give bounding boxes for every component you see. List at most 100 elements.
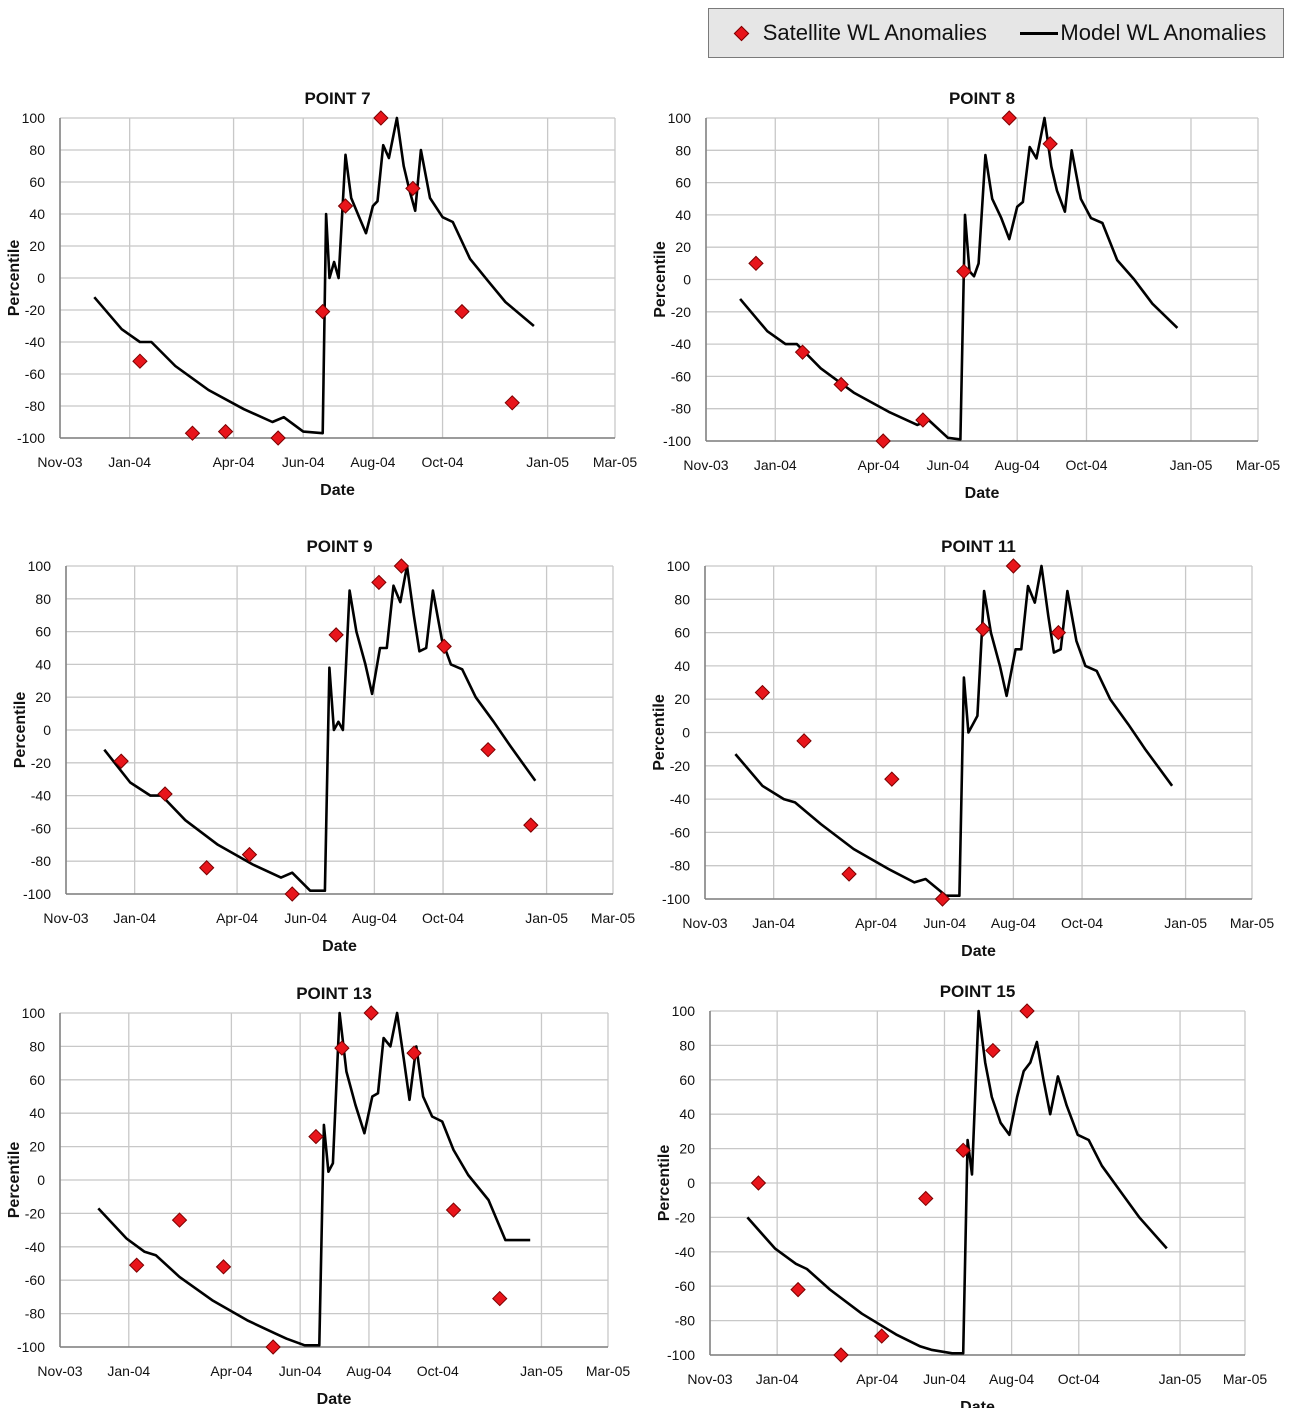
chart-title: POINT 13 [296, 984, 372, 1003]
y-axis-title: Percentile [651, 694, 668, 771]
y-tick-label: 80 [29, 1038, 45, 1054]
y-tick-label: -80 [31, 853, 51, 869]
model-line [97, 1011, 531, 1347]
x-tick-label: Jan-04 [107, 1363, 150, 1379]
x-tick-label: Nov-03 [687, 1371, 732, 1387]
y-tick-label: -60 [25, 366, 45, 382]
x-tick-label: Jan-04 [754, 457, 797, 473]
x-tick-label: Nov-03 [683, 457, 728, 473]
x-tick-label: Mar-05 [1223, 1371, 1268, 1387]
y-tick-label: 80 [679, 1037, 695, 1053]
satellite-point [406, 1045, 422, 1061]
satellite-point [796, 733, 812, 749]
y-axis-title: Percentile [6, 1142, 23, 1219]
y-tick-label: 100 [668, 110, 692, 126]
x-tick-label: Jun-04 [927, 457, 970, 473]
y-tick-label: -60 [25, 1272, 45, 1288]
satellite-point [373, 110, 389, 126]
y-tick-label: -40 [31, 788, 51, 804]
y-tick-label: -100 [667, 1347, 695, 1363]
x-tick-label: Oct-04 [422, 454, 464, 470]
y-tick-label: 20 [674, 691, 690, 707]
y-tick-label: -100 [23, 886, 51, 902]
satellite-point [128, 1257, 145, 1273]
satellite-point [337, 198, 354, 214]
y-tick-label: -80 [25, 398, 45, 414]
y-tick-label: 40 [674, 658, 690, 674]
x-axis-title: Date [320, 482, 355, 499]
y-tick-label: -60 [670, 824, 690, 840]
satellite-point [918, 1190, 934, 1207]
x-tick-label: Jun-04 [279, 1363, 322, 1379]
x-tick-label: Oct-04 [1058, 1371, 1100, 1387]
x-tick-label: Oct-04 [1061, 915, 1103, 931]
x-tick-label: Mar-05 [593, 454, 638, 470]
satellite-point [492, 1290, 508, 1307]
y-tick-label: -80 [670, 858, 690, 874]
x-tick-label: Jan-05 [1159, 1371, 1202, 1387]
y-tick-label: -100 [663, 433, 691, 449]
satellite-point [308, 1128, 324, 1145]
satellite-point [334, 1040, 350, 1056]
x-tick-label: Apr-04 [856, 1371, 898, 1387]
x-tick-label: Aug-04 [989, 1371, 1034, 1387]
satellite-point [1005, 558, 1022, 574]
satellite-point [113, 753, 129, 769]
x-axis-title: Date [317, 1391, 352, 1408]
legend-satellite: Satellite WL Anomalies [726, 20, 987, 46]
satellite-point [270, 430, 286, 446]
x-tick-label: Jan-05 [526, 454, 569, 470]
x-tick-label: Jun-04 [923, 915, 966, 931]
satellite-point [184, 425, 201, 441]
model-line [103, 564, 537, 893]
y-tick-label: 100 [28, 558, 52, 574]
y-tick-label: 20 [35, 689, 51, 705]
y-tick-label: 60 [679, 1072, 695, 1088]
x-tick-label: Oct-04 [422, 910, 464, 926]
x-tick-label: Jan-04 [108, 454, 151, 470]
y-tick-label: -100 [17, 1339, 45, 1355]
chart-title: POINT 9 [306, 537, 372, 556]
y-tick-label: 0 [682, 725, 690, 741]
y-tick-label: 40 [29, 1105, 45, 1121]
satellite-point [875, 433, 891, 449]
y-tick-label: 40 [29, 206, 45, 222]
satellite-point [215, 1259, 232, 1275]
satellite-point [157, 786, 173, 802]
y-tick-label: 40 [35, 656, 51, 672]
satellite-point [1019, 1003, 1035, 1019]
y-tick-label: 20 [29, 238, 45, 254]
satellite-point [314, 303, 331, 320]
satellite-point [985, 1042, 1001, 1059]
satellite-point [975, 621, 991, 637]
y-tick-label: 60 [675, 175, 691, 191]
satellite-point [393, 558, 410, 574]
y-tick-label: 40 [679, 1106, 695, 1122]
y-tick-label: 100 [667, 558, 691, 574]
satellite-point [1050, 624, 1067, 641]
y-tick-label: -80 [671, 401, 691, 417]
satellite-point [833, 376, 849, 393]
x-axis-title: Date [322, 938, 357, 955]
chart-title: POINT 7 [304, 89, 370, 108]
y-tick-label: -40 [25, 334, 45, 350]
x-tick-label: Oct-04 [417, 1363, 459, 1379]
x-tick-label: Nov-03 [37, 1363, 82, 1379]
x-tick-label: Jan-04 [113, 910, 156, 926]
satellite-point [833, 1347, 849, 1363]
y-tick-label: 100 [672, 1003, 696, 1019]
chart-panel: 100 80 60 40 20 0 -20 -40 -60 -80 -100 Nov-03 Jan-04… [6, 984, 630, 1408]
y-tick-label: -20 [31, 755, 51, 771]
satellite-point [934, 891, 951, 907]
satellite-point [790, 1281, 806, 1298]
y-tick-label: 80 [35, 591, 51, 607]
x-tick-label: Jan-05 [520, 1363, 563, 1379]
y-tick-label: -20 [670, 758, 690, 774]
y-tick-label: 100 [22, 110, 46, 126]
y-tick-label: 20 [29, 1139, 45, 1155]
satellite-point [405, 180, 421, 197]
x-tick-label: Jan-05 [525, 910, 568, 926]
x-tick-label: Aug-04 [352, 910, 397, 926]
model-line [746, 1009, 1168, 1355]
